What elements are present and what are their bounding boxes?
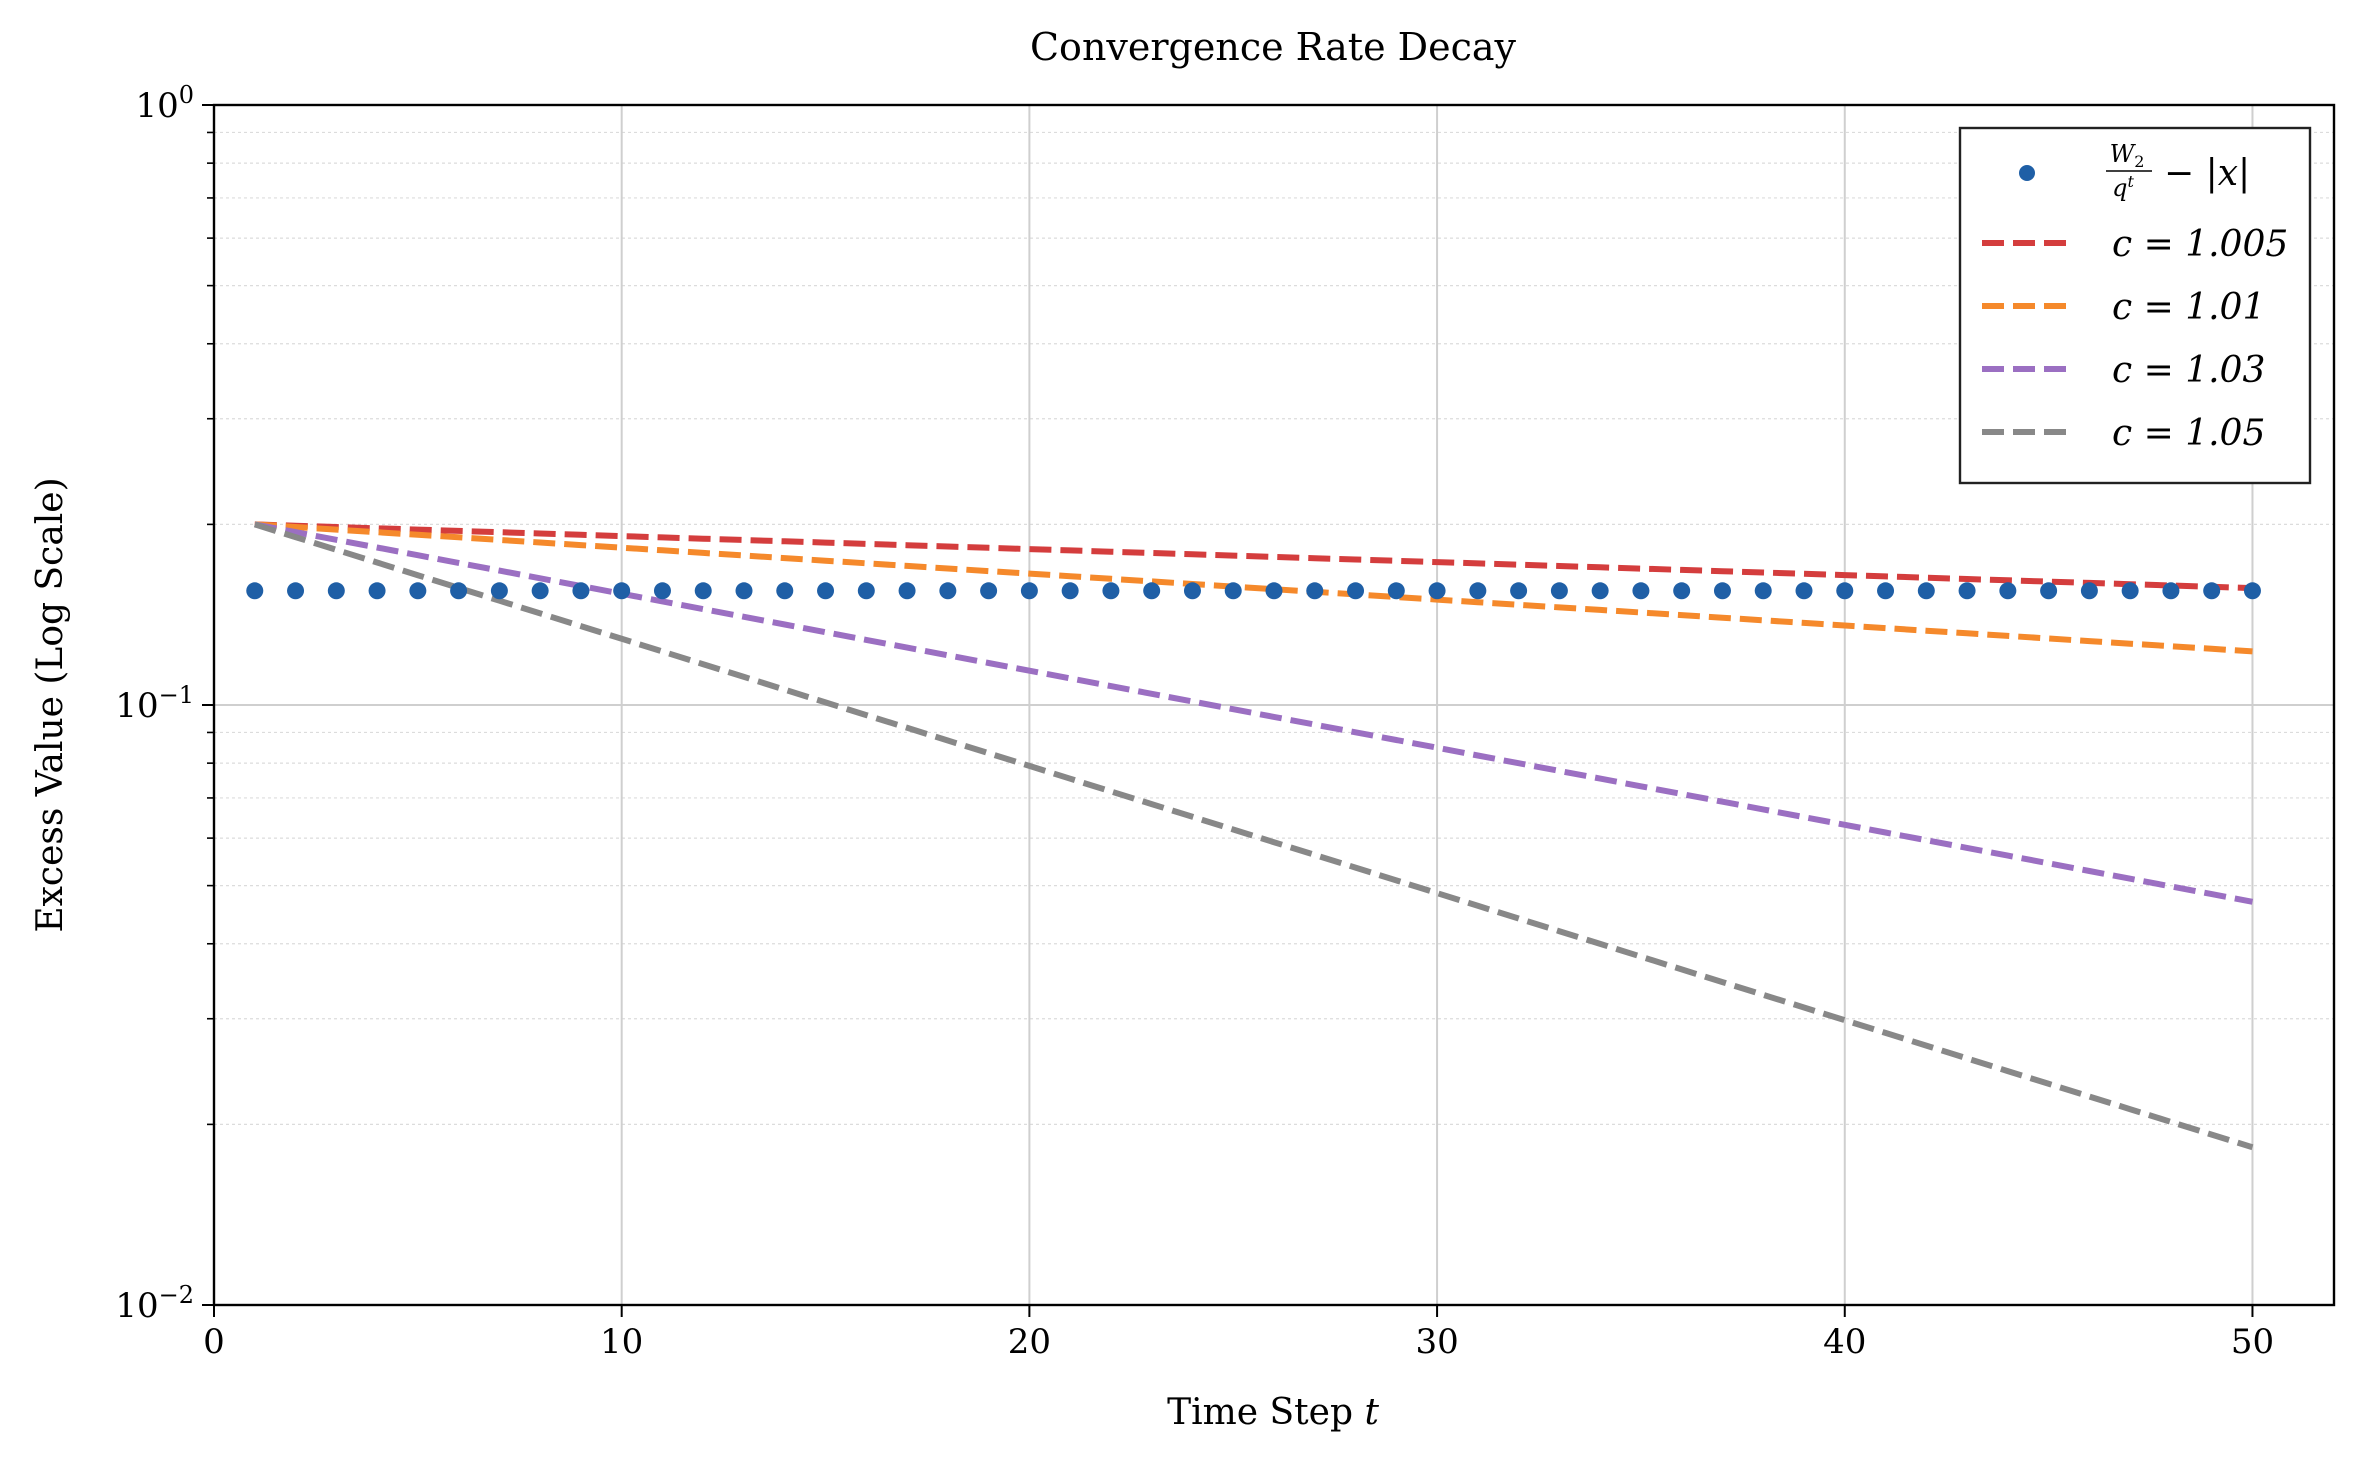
- data-point: [1428, 582, 1446, 600]
- data-point: [1020, 582, 1038, 600]
- data-point: [1917, 582, 1935, 600]
- data-point: [1713, 582, 1731, 600]
- data-point: [1387, 582, 1405, 600]
- data-point: [1754, 582, 1772, 600]
- y-tick-label: 100: [135, 81, 194, 126]
- data-point: [2243, 582, 2261, 600]
- data-point: [1061, 582, 1079, 600]
- data-point: [1183, 582, 1201, 600]
- data-point: [694, 582, 712, 600]
- series-layer: [246, 521, 2261, 1151]
- data-point: [817, 582, 835, 600]
- data-point: [327, 582, 345, 600]
- series-line-1: [254, 521, 2253, 592]
- data-point: [1999, 582, 2017, 600]
- data-point: [409, 582, 427, 600]
- data-point: [1958, 582, 1976, 600]
- data-point: [939, 582, 957, 600]
- data-point: [2203, 582, 2221, 600]
- data-point: [1469, 582, 1487, 600]
- svg-text:− |x|: − |x|: [2164, 153, 2250, 194]
- legend-label-series-4: c = 1.05: [2112, 413, 2265, 454]
- data-point: [1795, 582, 1813, 600]
- series-line-4: [253, 521, 2254, 1151]
- x-tick-label: 50: [2231, 1322, 2274, 1362]
- y-axis-ticks: 100 10−1 10−2: [115, 81, 214, 1326]
- series-line-3: [254, 521, 2254, 905]
- x-tick-label: 10: [600, 1322, 643, 1362]
- x-tick-label: 30: [1415, 1322, 1458, 1362]
- data-point: [1550, 582, 1568, 600]
- data-point: [1632, 582, 1650, 600]
- data-point: [1673, 582, 1691, 600]
- x-tick-label: 40: [1823, 1322, 1866, 1362]
- legend-label-series-1: c = 1.005: [2112, 224, 2288, 265]
- data-point: [735, 582, 753, 600]
- data-point: [898, 582, 916, 600]
- legend-label-series-2: c = 1.01: [2112, 287, 2265, 328]
- data-point: [1591, 582, 1609, 600]
- svg-text:W2: W2: [2110, 140, 2145, 171]
- data-point: [450, 582, 468, 600]
- data-point: [572, 582, 590, 600]
- x-axis-title: Time Step t: [1167, 1392, 1379, 1433]
- data-point: [368, 582, 386, 600]
- svg-text:qt: qt: [2112, 172, 2134, 202]
- data-point: [1510, 582, 1528, 600]
- data-point: [1877, 582, 1895, 600]
- y-axis-title: Excess Value (Log Scale): [30, 477, 71, 932]
- data-point: [531, 582, 549, 600]
- data-point: [2040, 582, 2058, 600]
- legend-marker-series-0: [2019, 165, 2035, 181]
- data-point: [1143, 582, 1161, 600]
- data-point: [246, 582, 264, 600]
- legend: W2 qt − |x| c = 1.005 c = 1.01 c = 1.03 …: [1958, 126, 2312, 485]
- data-point: [1102, 582, 1120, 600]
- data-point: [980, 582, 998, 600]
- legend-label-series-0: W2 qt − |x|: [2106, 140, 2250, 202]
- y-tick-label: 10−1: [115, 681, 194, 726]
- data-point: [2121, 582, 2139, 600]
- data-point: [1306, 582, 1324, 600]
- series-line-2: [254, 521, 2253, 655]
- legend-label-series-3: c = 1.03: [2112, 350, 2265, 391]
- data-point: [2080, 582, 2098, 600]
- data-point: [1224, 582, 1242, 600]
- data-point: [1836, 582, 1854, 600]
- data-point: [776, 582, 794, 600]
- data-point: [490, 582, 508, 600]
- chart-title: Convergence Rate Decay: [1030, 25, 1517, 69]
- x-tick-label: 0: [203, 1322, 225, 1362]
- data-point: [2162, 582, 2180, 600]
- y-tick-label: 10−2: [115, 1281, 194, 1326]
- x-axis-ticks: 0 10 20 30 40 50: [203, 1305, 2274, 1362]
- data-point: [1347, 582, 1365, 600]
- data-point: [653, 582, 671, 600]
- data-point: [857, 582, 875, 600]
- data-point: [1265, 582, 1283, 600]
- x-tick-label: 20: [1008, 1322, 1051, 1362]
- data-point: [287, 582, 305, 600]
- data-point: [613, 582, 631, 600]
